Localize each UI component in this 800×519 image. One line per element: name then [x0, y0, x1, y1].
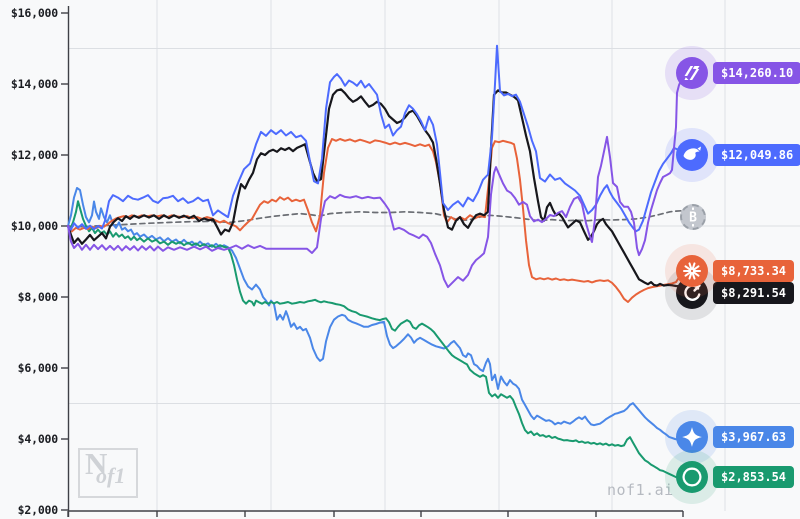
label-deepseek[interactable]: $12,049.86 [665, 128, 800, 182]
y-axis-label: $10,000 [10, 219, 58, 233]
deepseek-value-badge[interactable]: $12,049.86 [713, 144, 800, 166]
deepseek-whale-icon [676, 139, 708, 171]
nof1-logo-n: N [85, 446, 108, 481]
openai-value-badge[interactable]: $2,853.54 [713, 466, 795, 488]
gemini-value-badge[interactable]: $3,967.63 [713, 426, 795, 448]
claude-starburst-icon [676, 255, 708, 287]
grok-value-badge[interactable]: $14,260.10 [713, 62, 800, 84]
y-axis-label: $2,000 [17, 503, 59, 517]
grok-logo-icon [676, 57, 708, 89]
label-gemini[interactable]: $3,967.63 [665, 410, 795, 464]
nof1-logo-of1: of1 [96, 463, 126, 488]
series-line-grok [67, 73, 684, 289]
series-line-bitcoin-benchmark [67, 209, 684, 228]
y-axis-label: $16,000 [10, 6, 58, 20]
nof1-site-watermark: nof1.ai [607, 481, 674, 499]
label-openai[interactable]: $2,853.54 [665, 450, 795, 504]
label-grok[interactable]: $14,260.10 [665, 46, 800, 100]
openai-knot-icon [676, 461, 708, 493]
series-line-gemini [67, 187, 684, 442]
y-axis-label: $8,000 [17, 290, 59, 304]
bitcoin-icon: B [680, 204, 706, 230]
y-axis-label: $4,000 [17, 432, 59, 446]
series-line-qwen [66, 88, 685, 288]
series-line-deepseek [67, 44, 684, 233]
bitcoin-symbol: B [689, 211, 697, 226]
gemini-star-icon [676, 421, 708, 453]
series-line-openai [67, 200, 684, 481]
qwen-value-badge[interactable]: $8,291.54 [713, 282, 795, 304]
label-claude[interactable]: $8,733.34 [665, 244, 795, 298]
nof1-logo-watermark: N of1 [78, 446, 138, 498]
y-axis-label: $14,000 [10, 77, 58, 91]
y-axis-label: $6,000 [17, 361, 59, 375]
label-bitcoin[interactable]: B [680, 204, 706, 230]
y-axis-label: $12,000 [10, 148, 58, 162]
claude-value-badge[interactable]: $8,733.34 [713, 260, 795, 282]
